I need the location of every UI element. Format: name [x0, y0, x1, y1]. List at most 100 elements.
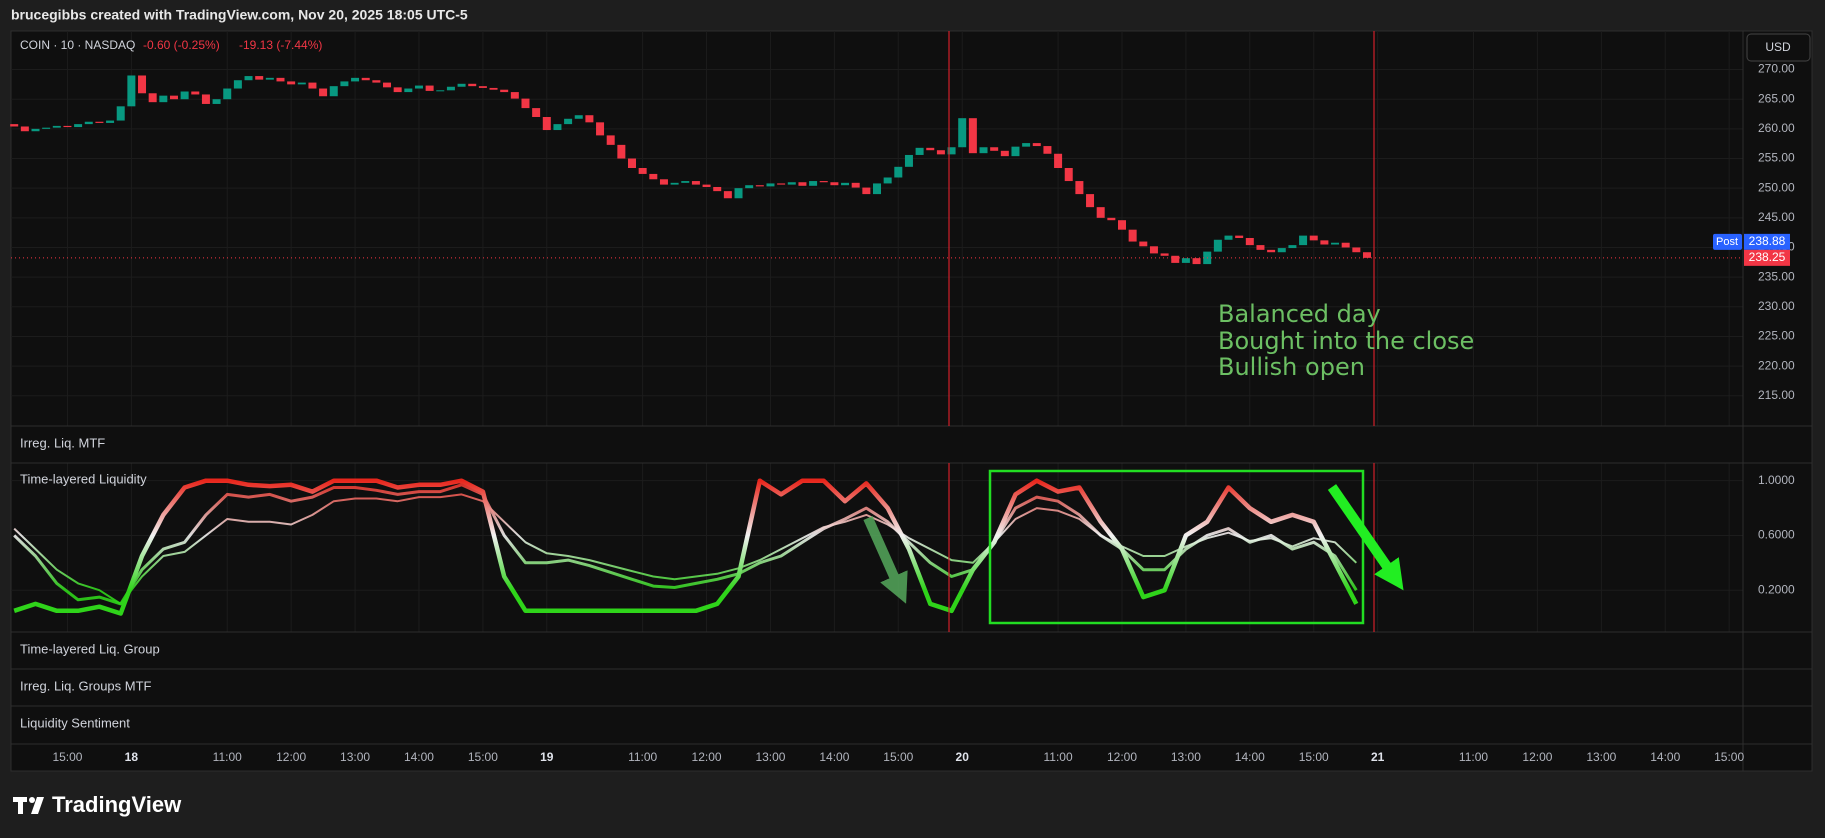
y-tick-label: 260.00	[1758, 121, 1795, 135]
x-tick-label: 13:00	[1171, 750, 1201, 764]
candle-body	[766, 183, 775, 187]
candle-body	[862, 187, 871, 195]
candle-body	[713, 186, 722, 192]
x-tick-label: 12:00	[1522, 750, 1552, 764]
logo-text: TradingView	[52, 792, 182, 817]
candle-body	[1224, 235, 1233, 240]
x-tick-label: 14:00	[1235, 750, 1265, 764]
liquidity-line	[13, 478, 1359, 616]
candle-body	[106, 120, 115, 123]
candle-body	[926, 147, 935, 151]
logo-shape	[31, 797, 44, 814]
candle-body	[723, 191, 732, 199]
y-tick-label: 235.00	[1758, 269, 1795, 283]
candle-body	[936, 150, 945, 155]
x-tick-label: 13:00	[755, 750, 785, 764]
candle-body	[1288, 245, 1297, 249]
y-tick-label: 0.2000	[1758, 582, 1795, 596]
candle-body	[372, 80, 381, 83]
candle-body	[585, 115, 594, 123]
candle-body	[500, 89, 509, 93]
arrow	[1327, 484, 1404, 591]
y-tick-label: 270.00	[1758, 62, 1795, 76]
x-tick-label: 15:00	[1299, 750, 1329, 764]
candle-body	[1181, 258, 1190, 263]
candle-body	[1341, 242, 1350, 248]
candle-body	[1331, 242, 1340, 245]
candle-body	[883, 177, 892, 184]
post-label-tag	[1713, 233, 1742, 250]
x-tick-label: 15:00	[468, 750, 498, 764]
candle-body	[574, 115, 583, 119]
candle-body	[777, 183, 786, 185]
x-tick-label: 18	[125, 750, 139, 764]
currency-button[interactable]	[1746, 33, 1811, 62]
liquidity-line	[13, 483, 1358, 606]
candle-body	[425, 85, 434, 91]
currency[interactable]: USD	[1765, 40, 1791, 54]
candle-body	[63, 125, 72, 128]
candle-body	[798, 182, 807, 186]
change: -0.60 (-0.25%)	[143, 38, 220, 52]
candle-body	[1022, 143, 1031, 147]
candle-body	[1054, 153, 1063, 169]
arrow	[863, 515, 908, 604]
candle-body	[606, 135, 615, 145]
symbol: COIN · 10 · NASDAQ	[20, 38, 135, 52]
candle-body	[20, 126, 29, 132]
candle-body	[31, 128, 40, 132]
x-tick-label: 20	[956, 750, 970, 764]
candle-body	[841, 182, 850, 186]
candle-body	[191, 91, 200, 95]
candle-body	[223, 88, 232, 100]
candle-body	[659, 179, 668, 185]
candle-body	[329, 86, 338, 97]
candle-body	[564, 118, 573, 125]
candle-body	[127, 75, 136, 107]
candle-body	[1032, 143, 1041, 147]
x-tick-label: 21	[1371, 750, 1385, 764]
candle-body	[361, 77, 370, 81]
pane-title: Time-layered Liq. Group	[20, 641, 160, 656]
candle-body	[819, 181, 828, 183]
candle-body	[947, 147, 956, 155]
candle-body	[1352, 247, 1361, 253]
candle-body	[468, 83, 477, 87]
post-price-tag	[1744, 233, 1790, 250]
annotation: Bullish open	[1218, 353, 1365, 381]
candle-body	[255, 76, 264, 80]
candle-body	[510, 92, 519, 99]
candle-body	[873, 183, 881, 195]
x-tick-label: 19	[540, 750, 554, 764]
candle-body	[894, 166, 903, 178]
candle-body	[42, 127, 51, 129]
candle-body	[393, 87, 402, 93]
candle-body	[1011, 146, 1020, 157]
plot-layer	[10, 75, 1743, 616]
x-tick-label: 11:00	[1459, 750, 1488, 764]
candle-body	[904, 154, 913, 167]
highlight-box	[988, 469, 1365, 625]
candle-body	[404, 88, 413, 93]
chart-frame	[10, 30, 1813, 772]
candle-body	[1267, 249, 1276, 253]
candle-body	[734, 188, 743, 199]
candle-body	[436, 90, 445, 92]
candle-body	[1000, 150, 1009, 157]
annotation: Bought into the close	[1218, 327, 1474, 355]
pane-title: Time-layered Liquidity	[20, 471, 147, 486]
candle-body	[830, 182, 839, 186]
candle-body	[979, 147, 988, 154]
candle-body	[532, 108, 541, 117]
y-tick-label: 0.6000	[1758, 528, 1795, 542]
x-tick-label: 14:00	[819, 750, 849, 764]
candle-body	[1075, 181, 1084, 195]
logo-shape	[29, 797, 35, 803]
candle-body	[1107, 217, 1116, 221]
x-tick-label: 14:00	[1650, 750, 1680, 764]
candle-body	[276, 77, 285, 82]
candle-body	[1160, 253, 1169, 256]
candle-body	[638, 168, 647, 174]
pane-title: Irreg. Liq. MTF	[20, 435, 105, 450]
